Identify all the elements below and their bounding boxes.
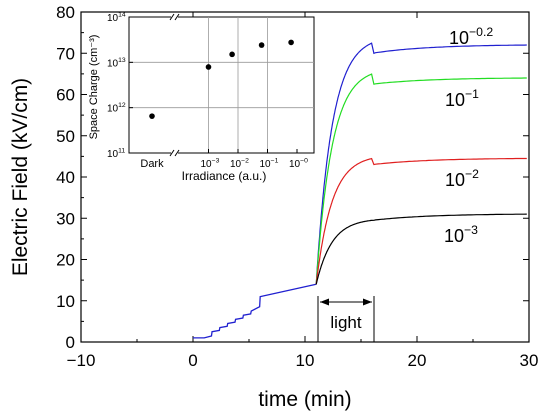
series-label-2: 10−1 — [445, 87, 479, 110]
light-annotation: light — [317, 296, 375, 342]
y-tick-label: 50 — [56, 127, 75, 146]
y-tick-label: 10 — [56, 292, 75, 311]
x-tick-label: −10 — [67, 351, 96, 370]
x-tick-label: 10 — [296, 351, 315, 370]
inset-plot-frame — [128, 16, 315, 154]
inset-axis-break-bottom — [169, 149, 180, 157]
inset-y-tick-label: 1011 — [107, 148, 125, 161]
inset-grid — [129, 17, 314, 153]
x-tick-label: 20 — [408, 351, 427, 370]
series-line-1 — [315, 42, 527, 285]
main-series-group — [193, 42, 527, 339]
y-tick-label: 20 — [56, 251, 75, 270]
series-line-3 — [315, 157, 527, 285]
y-tick-label: 70 — [56, 44, 75, 63]
inset-x-tick-label: Dark — [140, 158, 164, 170]
series-line-4 — [315, 213, 527, 285]
y-tick-label: 0 — [66, 333, 75, 352]
inset-data-point — [288, 39, 294, 46]
inset-data-point — [229, 51, 235, 58]
pre-light-curve — [193, 283, 317, 339]
y-tick-label: 80 — [56, 3, 75, 22]
inset-chart: 1011 1012 1013 1014 Dark 10−3 10−2 10−1 10−0 Irr… — [88, 12, 315, 183]
series-label-3: 10−2 — [445, 167, 479, 190]
inset-data-point — [149, 113, 155, 119]
y-tick-label: 30 — [56, 209, 75, 228]
series-line-2 — [315, 73, 527, 285]
inset-x-tick-label: 10−0 — [289, 158, 308, 171]
light-label: light — [330, 313, 361, 332]
main-xlabel: time (min) — [258, 388, 351, 411]
y-tick-label: 60 — [56, 86, 75, 105]
main-ylabel: Electric Field (kV/cm) — [9, 78, 32, 276]
inset-x-tick-label: 10−1 — [260, 158, 279, 171]
light-arrow-head-left — [320, 298, 329, 306]
inset-data-point — [258, 42, 265, 48]
x-tick-label: 0 — [188, 351, 197, 370]
inset-xlabel: Irradiance (a.u.) — [182, 169, 267, 183]
inset-y-tick-label: 1014 — [107, 12, 126, 25]
inset-y-tick-label: 1012 — [107, 102, 126, 115]
inset-ylabel: Space Charge (cm⁻³) — [88, 35, 100, 140]
main-series-labels: 10−0.2 10−1 10−2 10−3 — [444, 25, 493, 246]
inset-data-point — [205, 64, 212, 70]
x-tick-label: 30 — [520, 351, 539, 370]
series-label-4: 10−3 — [444, 223, 478, 246]
inset-points — [149, 39, 294, 119]
series-label-1: 10−0.2 — [449, 25, 493, 48]
y-tick-label: 40 — [56, 168, 75, 187]
light-arrow-head-right — [363, 298, 372, 306]
inset-axis-break-top — [169, 13, 180, 21]
inset-ticks: 1011 1012 1013 1014 Dark 10−3 10−2 10−1 10−0 — [107, 12, 308, 171]
inset-y-tick-label: 1013 — [107, 57, 126, 70]
inset-x-tick-label: 10−3 — [201, 158, 220, 171]
inset-x-tick-label: 10−2 — [230, 158, 249, 171]
